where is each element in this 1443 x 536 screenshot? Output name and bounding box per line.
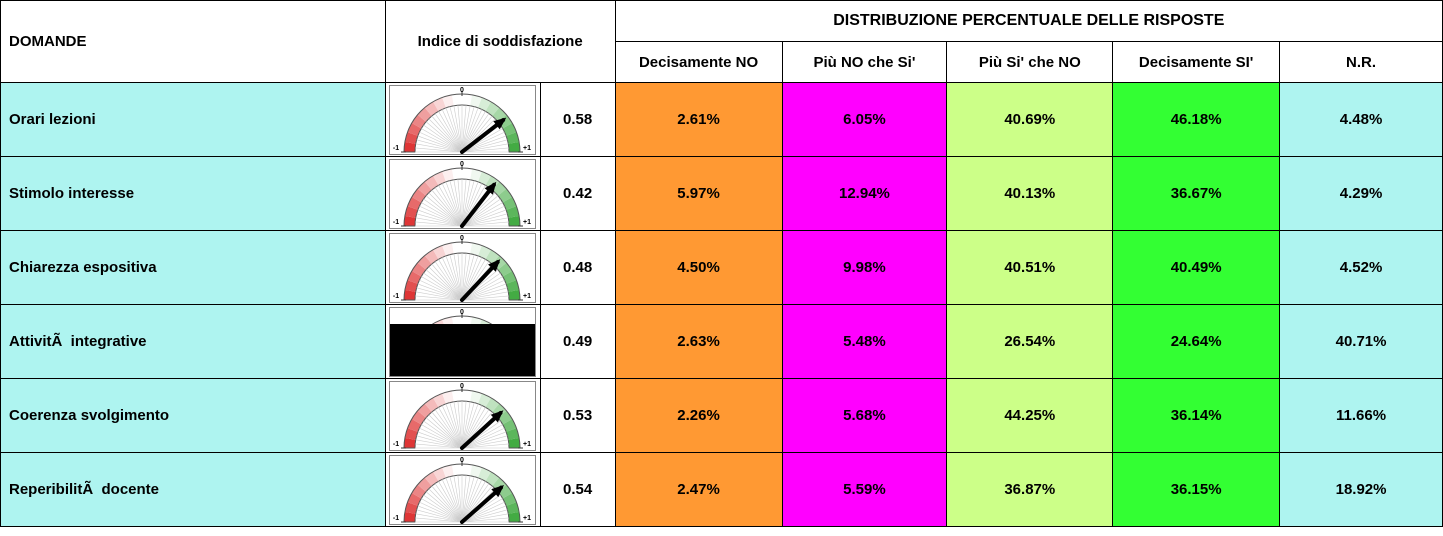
answer-percent: 40.49% <box>1113 231 1280 305</box>
answer-percent: 5.68% <box>782 379 947 453</box>
header-answer: Più NO che Si' <box>782 42 947 83</box>
answer-percent: 4.48% <box>1280 83 1443 157</box>
question: Coerenza svolgimento <box>1 379 386 453</box>
answer-percent: 5.59% <box>782 453 947 527</box>
gauge-tick-label: 0 <box>460 87 464 94</box>
gauge-tick-label: +1 <box>523 219 531 226</box>
answer-percent: 12.94% <box>782 157 947 231</box>
gauge-tick-label: +1 <box>523 515 531 522</box>
gauge-tick-label: 0 <box>460 309 464 316</box>
answer-percent: 6.05% <box>782 83 947 157</box>
answer-percent: 26.54% <box>947 305 1113 379</box>
gauge-tick-label: +1 <box>523 441 531 448</box>
answer-percent: 36.67% <box>1113 157 1280 231</box>
gauge-cell: -1 0 +1 <box>385 453 540 527</box>
answer-percent: 18.92% <box>1280 453 1443 527</box>
header-answer: Più Si' che NO <box>947 42 1113 83</box>
gauge: -10+1 <box>389 307 536 377</box>
answer-percent: 46.18% <box>1113 83 1280 157</box>
header-answer: Decisamente NO <box>615 42 782 83</box>
answer-percent: 4.52% <box>1280 231 1443 305</box>
gauge-tick-label: -1 <box>393 441 399 448</box>
gauge: -1 0 +1 <box>389 159 536 229</box>
row: AttivitÃ integrative-10+10.492.63%5.48%2… <box>1 305 1443 379</box>
index-value: 0.42 <box>540 157 615 231</box>
gauge: -1 0 +1 <box>389 233 536 303</box>
answer-percent: 40.69% <box>947 83 1113 157</box>
header-answer: N.R. <box>1280 42 1443 83</box>
row: Stimolo interesse -1 0 +1 0.425.97%12.94%40.… <box>1 157 1443 231</box>
answer-percent: 40.71% <box>1280 305 1443 379</box>
answer-percent: 2.47% <box>615 453 782 527</box>
answer-percent: 5.97% <box>615 157 782 231</box>
gauge-tick-label: 0 <box>460 161 464 168</box>
answer-percent: 11.66% <box>1280 379 1443 453</box>
gauge-tick-label: +1 <box>523 145 531 152</box>
answer-percent: 2.61% <box>615 83 782 157</box>
redaction <box>390 324 535 376</box>
gauge-cell: -1 0 +1 <box>385 231 540 305</box>
answer-percent: 36.15% <box>1113 453 1280 527</box>
answer-percent: 36.87% <box>947 453 1113 527</box>
answer-percent: 2.26% <box>615 379 782 453</box>
index-value: 0.58 <box>540 83 615 157</box>
question: Stimolo interesse <box>1 157 386 231</box>
index-value: 0.53 <box>540 379 615 453</box>
answer-percent: 4.50% <box>615 231 782 305</box>
gauge-tick-label: -1 <box>393 293 399 300</box>
answer-percent: 36.14% <box>1113 379 1280 453</box>
question: AttivitÃ integrative <box>1 305 386 379</box>
question: Orari lezioni <box>1 83 386 157</box>
question: Chiarezza espositiva <box>1 231 386 305</box>
survey-table: DOMANDE Indice di soddisfazione DISTRIBU… <box>0 0 1443 527</box>
gauge-tick-label: 0 <box>460 383 464 390</box>
gauge-cell: -1 0 +1 <box>385 83 540 157</box>
answer-percent: 4.29% <box>1280 157 1443 231</box>
row: Orari lezioni -1 0 +1 0.582.61%6.05%40.69%46… <box>1 83 1443 157</box>
index-value: 0.49 <box>540 305 615 379</box>
gauge-tick-label: -1 <box>393 515 399 522</box>
gauge-tick-label: 0 <box>460 457 464 464</box>
gauge-tick-label: 0 <box>460 235 464 242</box>
gauge-cell: -1 0 +1 <box>385 157 540 231</box>
gauge: -1 0 +1 <box>389 455 536 525</box>
row: ReperibilitÃ docente-10+10.542.47%5.59%3… <box>1 453 1443 527</box>
header-answer: Decisamente SI' <box>1113 42 1280 83</box>
answer-percent: 5.48% <box>782 305 947 379</box>
header-distribution: DISTRIBUZIONE PERCENTUALE DELLE RISPOSTE <box>615 1 1442 42</box>
gauge-tick-label: -1 <box>393 219 399 226</box>
gauge-tick-label: -1 <box>393 145 399 152</box>
header-index: Indice di soddisfazione <box>385 1 615 83</box>
question: ReperibilitÃ docente <box>1 453 386 527</box>
header-questions: DOMANDE <box>1 1 386 83</box>
index-value: 0.48 <box>540 231 615 305</box>
answer-percent: 2.63% <box>615 305 782 379</box>
gauge: -1 0 +1 <box>389 85 536 155</box>
answer-percent: 44.25% <box>947 379 1113 453</box>
answer-percent: 9.98% <box>782 231 947 305</box>
gauge: -1 0 +1 <box>389 381 536 451</box>
gauge-cell: -1 0 +1 <box>385 379 540 453</box>
gauge-tick-label: +1 <box>523 293 531 300</box>
gauge-cell: -10+1 <box>385 305 540 379</box>
answer-percent: 40.51% <box>947 231 1113 305</box>
index-value: 0.54 <box>540 453 615 527</box>
answer-percent: 24.64% <box>1113 305 1280 379</box>
page: {"header": {"questions": "DOMANDE", "ind… <box>0 0 1443 536</box>
answer-percent: 40.13% <box>947 157 1113 231</box>
